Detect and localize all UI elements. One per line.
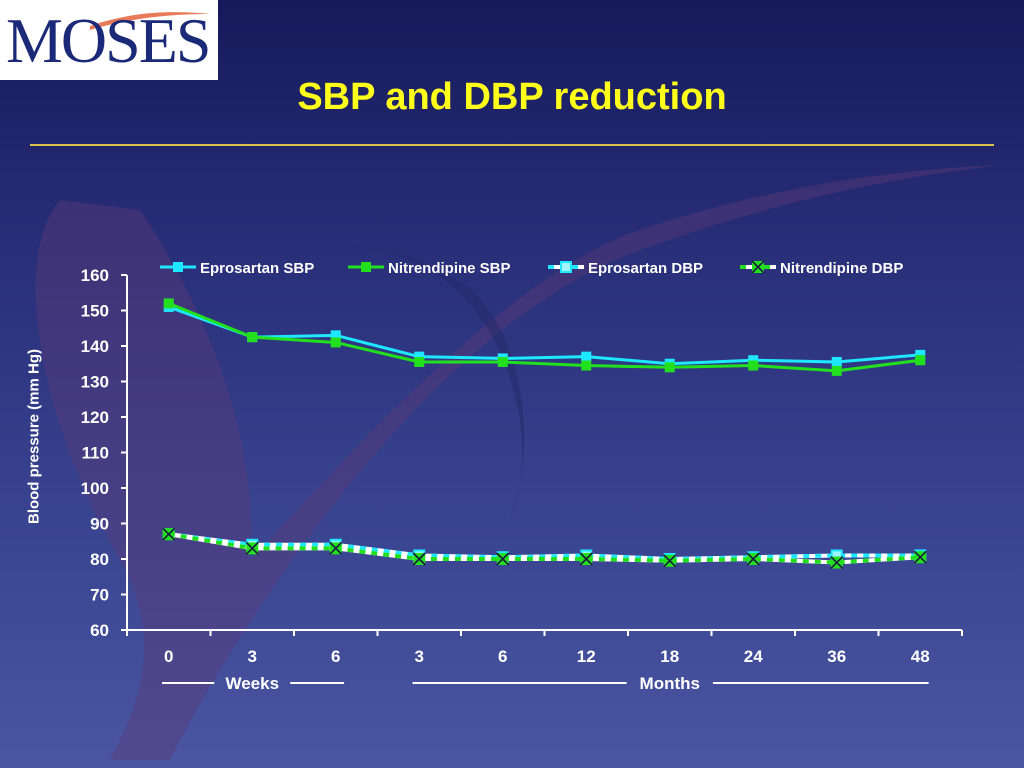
data-point-eprosartan-sbp: [748, 355, 759, 366]
legend-label-eprosartan-sbp: Eprosartan SBP: [200, 260, 314, 277]
data-point-nitrendipine-dbp: [663, 554, 677, 568]
data-point-nitrendipine-sbp: [831, 365, 842, 376]
data-point-eprosartan-sbp: [581, 351, 592, 362]
legend-marker-nitrendipine-sbp: [361, 262, 371, 272]
data-point-nitrendipine-sbp: [414, 356, 425, 367]
legend-marker-nitrendipine-dbp: [751, 260, 765, 274]
logo-text: MOSES: [6, 5, 211, 76]
y-tick-label: 120: [81, 408, 109, 427]
x-tick-label: 12: [577, 647, 596, 666]
data-point-eprosartan-sbp: [831, 356, 842, 367]
y-tick-label: 140: [81, 337, 109, 356]
legend-marker-eprosartan-sbp: [173, 262, 183, 272]
x-tick-label: 0: [164, 647, 173, 666]
group-label: Months: [640, 674, 700, 693]
data-point-eprosartan-sbp: [915, 349, 926, 360]
data-point-nitrendipine-dbp: [496, 552, 510, 566]
slide-title: SBP and DBP reduction: [297, 76, 727, 118]
y-tick-label: 160: [81, 266, 109, 285]
legend-label-nitrendipine-dbp: Nitrendipine DBP: [780, 260, 903, 277]
data-point-nitrendipine-sbp: [247, 332, 258, 343]
data-point-nitrendipine-sbp: [748, 360, 759, 371]
series-line-nitrendipine-dbp: [168, 532, 921, 565]
y-tick-label: 110: [82, 444, 109, 463]
data-point-nitrendipine-dbp: [412, 552, 426, 566]
data-point-nitrendipine-sbp: [163, 298, 174, 309]
y-tick-label: 80: [90, 550, 109, 569]
x-tick-label: 6: [498, 647, 507, 666]
data-point-nitrendipine-sbp: [330, 337, 341, 348]
data-point-nitrendipine-dbp: [579, 552, 593, 566]
data-point-nitrendipine-dbp: [746, 552, 760, 566]
group-label: Weeks: [225, 674, 279, 693]
x-tick-label: 48: [911, 647, 930, 666]
y-tick-label: 70: [90, 586, 109, 605]
y-tick-label: 100: [81, 479, 109, 498]
y-tick-label: 60: [90, 621, 109, 640]
series-line-nitrendipine-sbp: [168, 302, 921, 373]
x-tick-label: 3: [248, 647, 257, 666]
data-point-eprosartan-sbp: [330, 330, 341, 341]
data-point-nitrendipine-sbp: [664, 362, 675, 373]
y-tick-label: 90: [90, 515, 109, 534]
x-tick-label: 24: [744, 647, 763, 666]
y-tick-label: 150: [81, 302, 109, 321]
legend-label-nitrendipine-sbp: Nitrendipine SBP: [388, 260, 511, 277]
logo: MOSES: [0, 0, 218, 80]
data-point-nitrendipine-dbp: [245, 541, 259, 555]
logo-swoosh: [90, 12, 210, 30]
data-point-nitrendipine-dbp: [913, 550, 927, 564]
legend-marker-eprosartan-dbp: [560, 261, 572, 273]
data-point-nitrendipine-sbp: [915, 355, 926, 366]
data-point-eprosartan-sbp: [414, 351, 425, 362]
y-tick-label: 130: [81, 373, 109, 392]
data-point-nitrendipine-dbp: [830, 555, 844, 570]
data-point-nitrendipine-sbp: [497, 356, 508, 367]
data-point-nitrendipine-sbp: [581, 360, 592, 371]
data-point-nitrendipine-dbp: [329, 541, 343, 555]
title-divider: [30, 144, 994, 146]
data-point-nitrendipine-dbp: [162, 527, 176, 541]
series-line-eprosartan-sbp: [168, 305, 921, 366]
legend-label-eprosartan-dbp: Eprosartan DBP: [588, 260, 703, 277]
x-tick-label: 18: [660, 647, 679, 666]
series-line-eprosartan-dbp: [168, 532, 921, 562]
x-tick-label: 3: [415, 647, 424, 666]
x-tick-label: 36: [827, 647, 846, 666]
x-tick-label: 6: [331, 647, 340, 666]
